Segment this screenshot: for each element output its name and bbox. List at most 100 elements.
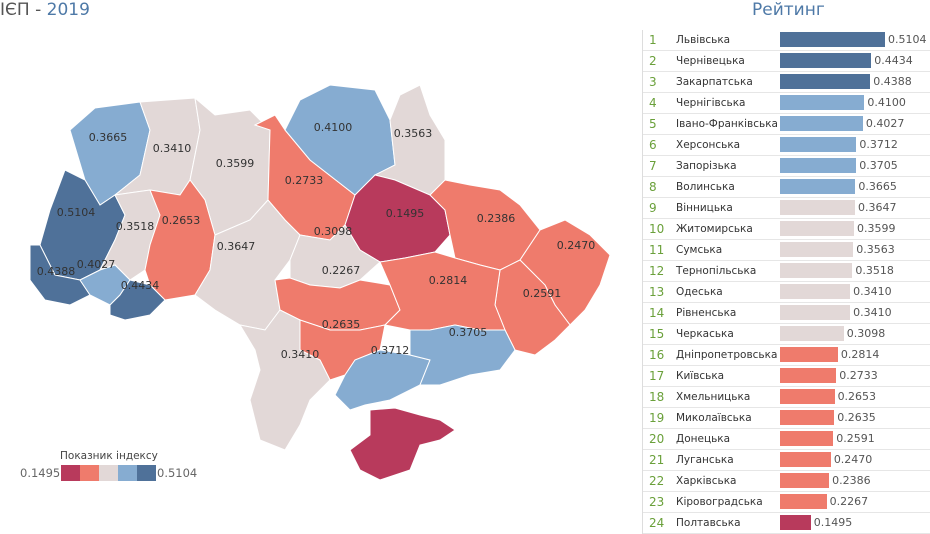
value-bar bbox=[780, 473, 830, 488]
region-name: Рівненська bbox=[676, 307, 737, 319]
value-label: 0.4100 bbox=[867, 96, 906, 109]
value-bar bbox=[780, 347, 838, 362]
rank-number: 20 bbox=[649, 432, 665, 446]
value-bar bbox=[780, 53, 872, 68]
ranking-row[interactable]: 24 Полтавська 0.1495 bbox=[643, 513, 930, 534]
region-value-label: 0.2653 bbox=[162, 214, 201, 227]
ranking-row[interactable]: 4 Чернігівська 0.4100 bbox=[643, 93, 930, 114]
value-label: 0.3410 bbox=[853, 306, 892, 319]
ranking-row[interactable]: 9 Вінницька 0.3647 bbox=[643, 198, 930, 219]
value-bar bbox=[780, 452, 831, 467]
title-text: ІЄП bbox=[0, 0, 30, 20]
value-label: 0.2733 bbox=[839, 369, 878, 382]
value-bar bbox=[780, 158, 857, 173]
region-name: Полтавська bbox=[676, 517, 741, 529]
rank-number: 4 bbox=[649, 96, 657, 110]
legend-swatch-neutral[interactable] bbox=[99, 465, 118, 481]
value-bar bbox=[780, 116, 863, 131]
region-value-label: 0.3563 bbox=[394, 127, 433, 140]
value-label: 0.2635 bbox=[837, 411, 876, 424]
dashboard-title: ІЄП - 2019 bbox=[0, 0, 90, 20]
legend-swatch-light-blue[interactable] bbox=[118, 465, 137, 481]
rank-number: 14 bbox=[649, 306, 665, 320]
region-Одеська[interactable] bbox=[238, 309, 331, 451]
value-bar bbox=[780, 515, 811, 530]
ranking-row[interactable]: 10 Житомирська 0.3599 bbox=[643, 219, 930, 240]
rank-number: 18 bbox=[649, 390, 665, 404]
legend-swatch-crimson[interactable] bbox=[61, 465, 80, 481]
value-bar bbox=[780, 221, 855, 236]
region-value-label: 0.4100 bbox=[314, 121, 353, 134]
legend-swatch-dark-blue[interactable] bbox=[137, 465, 156, 481]
region-value-label: 0.4027 bbox=[77, 258, 116, 271]
rank-number: 8 bbox=[649, 180, 657, 194]
value-label: 0.3647 bbox=[858, 201, 897, 214]
ranking-row[interactable]: 17 Київська 0.2733 bbox=[643, 366, 930, 387]
value-label: 0.3518 bbox=[855, 264, 894, 277]
ranking-row[interactable]: 22 Харківська 0.2386 bbox=[643, 471, 930, 492]
region-value-label: 0.2470 bbox=[557, 239, 596, 252]
region-Запорізька[interactable] bbox=[409, 324, 516, 386]
region-value-label: 0.3705 bbox=[449, 326, 488, 339]
region-value-label: 0.3098 bbox=[314, 225, 353, 238]
ranking-row[interactable]: 18 Хмельницька 0.2653 bbox=[643, 387, 930, 408]
value-bar bbox=[780, 263, 853, 278]
value-label: 0.2470 bbox=[833, 453, 873, 466]
region-value-label: 0.3712 bbox=[371, 344, 410, 357]
value-label: 0.1495 bbox=[813, 516, 853, 529]
ranking-row[interactable]: 6 Херсонська 0.3712 bbox=[643, 135, 930, 156]
ranking-row[interactable]: 5 Івано-Франківська 0.4027 bbox=[643, 114, 930, 135]
ranking-row[interactable]: 23 Кіровоградська 0.2267 bbox=[643, 492, 930, 513]
value-label: 0.3098 bbox=[846, 327, 886, 340]
value-bar bbox=[780, 179, 856, 194]
region-value-label: 0.5104 bbox=[57, 206, 96, 219]
rank-number: 7 bbox=[649, 159, 657, 173]
ranking-row[interactable]: 13 Одеська 0.3410 bbox=[643, 282, 930, 303]
rank-number: 9 bbox=[649, 201, 657, 215]
value-label: 0.3599 bbox=[857, 222, 896, 235]
value-label: 0.2653 bbox=[837, 390, 877, 403]
rank-number: 19 bbox=[649, 411, 665, 425]
region-name: Київська bbox=[676, 370, 725, 382]
region-value-label: 0.2814 bbox=[429, 274, 468, 287]
region-value-label: 0.3647 bbox=[217, 240, 256, 253]
ranking-row[interactable]: 16 Дніпропетровська 0.2814 bbox=[643, 345, 930, 366]
rank-number: 11 bbox=[649, 243, 665, 257]
region-Чернівецька[interactable] bbox=[109, 279, 166, 321]
legend-title: Показник індексу bbox=[60, 450, 158, 462]
value-bar bbox=[780, 200, 856, 215]
ranking-row[interactable]: 12 Тернопільська 0.3518 bbox=[643, 261, 930, 282]
region-name: Донецька bbox=[676, 433, 731, 445]
region-name: Миколаївська bbox=[676, 412, 752, 424]
region-name: Вінницька bbox=[676, 202, 733, 214]
rank-number: 24 bbox=[649, 516, 665, 530]
value-label: 0.4388 bbox=[873, 75, 912, 88]
ranking-row[interactable]: 2 Чернівецька 0.4434 bbox=[643, 51, 930, 72]
rank-number: 15 bbox=[649, 327, 665, 341]
value-bar bbox=[780, 410, 835, 425]
ranking-row[interactable]: 19 Миколаївська 0.2635 bbox=[643, 408, 930, 429]
legend-swatch-salmon[interactable] bbox=[80, 465, 99, 481]
ranking-row[interactable]: 1 Львівська 0.5104 bbox=[643, 30, 930, 51]
region-name: Чернівецька bbox=[676, 55, 745, 67]
value-bar bbox=[780, 431, 834, 446]
ranking-row[interactable]: 11 Сумська 0.3563 bbox=[643, 240, 930, 261]
region-name: Чернігівська bbox=[676, 97, 746, 109]
ranking-row[interactable]: 7 Запорізька 0.3705 bbox=[643, 156, 930, 177]
ranking-row[interactable]: 20 Донецька 0.2591 bbox=[643, 429, 930, 450]
ranking-row[interactable]: 15 Черкаська 0.3098 bbox=[643, 324, 930, 345]
region-value-label: 0.2733 bbox=[285, 174, 324, 187]
ranking-row[interactable]: 3 Закарпатська 0.4388 bbox=[643, 72, 930, 93]
value-label: 0.5104 bbox=[888, 33, 927, 46]
region-name: Кіровоградська bbox=[676, 496, 763, 508]
region-name: Тернопільська bbox=[676, 265, 757, 277]
ranking-row[interactable]: 8 Волинська 0.3665 bbox=[643, 177, 930, 198]
ranking-row[interactable]: 14 Рівненська 0.3410 bbox=[643, 303, 930, 324]
region-name: Закарпатська bbox=[676, 76, 753, 88]
region-name: Волинська bbox=[676, 181, 735, 193]
region-Крим[interactable] bbox=[349, 407, 456, 481]
region-value-label: 0.1495 bbox=[386, 207, 425, 220]
ranking-row[interactable]: 21 Луганська 0.2470 bbox=[643, 450, 930, 471]
region-value-label: 0.4434 bbox=[121, 279, 160, 292]
value-label: 0.3563 bbox=[856, 243, 895, 256]
